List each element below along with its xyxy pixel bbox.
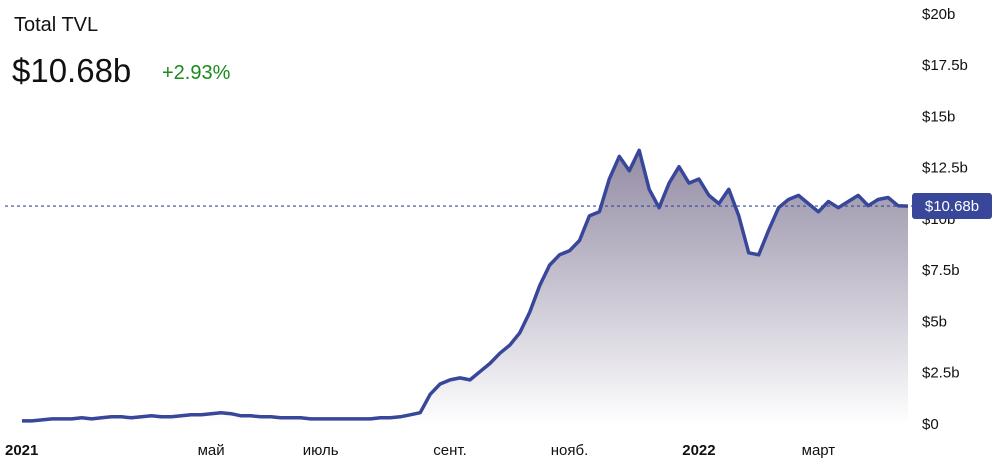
area-fill — [22, 150, 908, 426]
y-tick-label: $20b — [922, 6, 955, 23]
tvl-line — [22, 148, 909, 423]
title: Total TVL — [14, 14, 99, 36]
y-tick-label: $7.5b — [922, 262, 960, 279]
x-tick-label: 2021 — [5, 442, 38, 459]
x-tick-label: сент. — [433, 442, 467, 459]
y-tick-label: $15b — [922, 108, 955, 125]
current-value-label: $10.68b — [925, 198, 979, 215]
y-tick-label: $5b — [922, 313, 947, 330]
x-tick-label: май — [198, 442, 225, 459]
y-tick-label: $2.5b — [922, 365, 960, 382]
change-percent: +2.93% — [162, 62, 231, 84]
x-tick-label: июль — [303, 442, 339, 459]
y-tick-label: $12.5b — [922, 160, 968, 177]
x-tick-label: нояб. — [551, 442, 589, 459]
y-tick-label: $17.5b — [922, 57, 968, 74]
headline-value: $10.68b — [12, 52, 132, 89]
y-tick-label: $0 — [922, 416, 939, 433]
x-tick-label: 2022 — [682, 442, 715, 459]
current-value-badge — [912, 193, 992, 220]
x-tick-label: март — [802, 442, 836, 459]
